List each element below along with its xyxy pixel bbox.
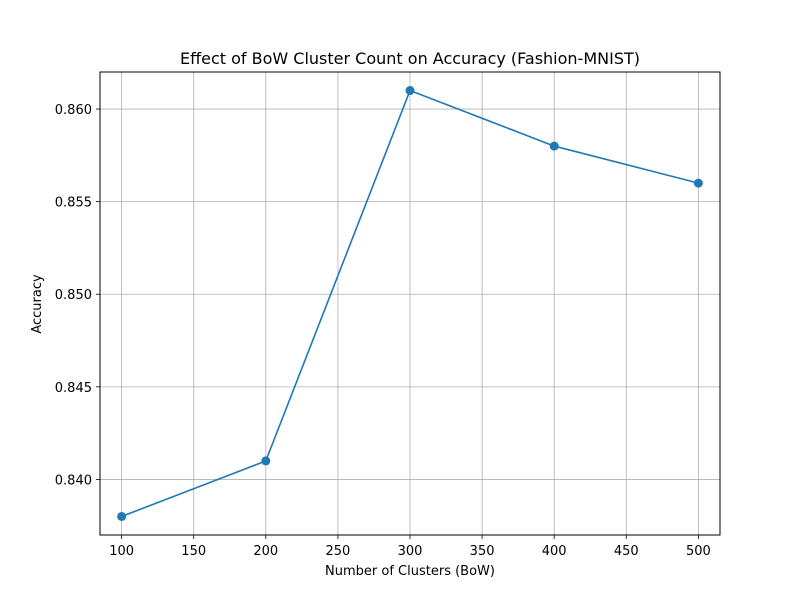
y-tick-label: 0.850 bbox=[55, 288, 92, 303]
y-tick-label: 0.855 bbox=[55, 196, 92, 211]
x-axis-label: Number of Clusters (BoW) bbox=[325, 564, 495, 579]
x-tick-label: 100 bbox=[109, 544, 134, 559]
grid-lines bbox=[100, 72, 720, 535]
x-tick-label: 200 bbox=[253, 544, 278, 559]
x-tick-label: 500 bbox=[686, 544, 711, 559]
x-axis-ticks: 100 150 200 250 300 350 400 450 500 bbox=[109, 535, 711, 559]
chart-title: Effect of BoW Cluster Count on Accuracy … bbox=[180, 49, 640, 68]
y-axis-label: Accuracy bbox=[30, 274, 45, 334]
data-point bbox=[693, 178, 703, 188]
data-point bbox=[405, 86, 415, 96]
x-tick-label: 400 bbox=[542, 544, 567, 559]
x-tick-label: 150 bbox=[181, 544, 206, 559]
data-point bbox=[261, 456, 271, 466]
x-tick-label: 350 bbox=[470, 544, 495, 559]
y-tick-label: 0.860 bbox=[55, 103, 92, 118]
x-tick-label: 300 bbox=[398, 544, 423, 559]
x-tick-label: 450 bbox=[614, 544, 639, 559]
x-tick-label: 250 bbox=[325, 544, 350, 559]
series-layer bbox=[117, 86, 703, 521]
y-tick-label: 0.845 bbox=[55, 381, 92, 396]
y-axis-ticks: 0.840 0.845 0.850 0.855 0.860 bbox=[55, 103, 100, 488]
data-point bbox=[549, 141, 559, 151]
y-tick-label: 0.840 bbox=[55, 473, 92, 488]
data-point bbox=[117, 511, 127, 521]
